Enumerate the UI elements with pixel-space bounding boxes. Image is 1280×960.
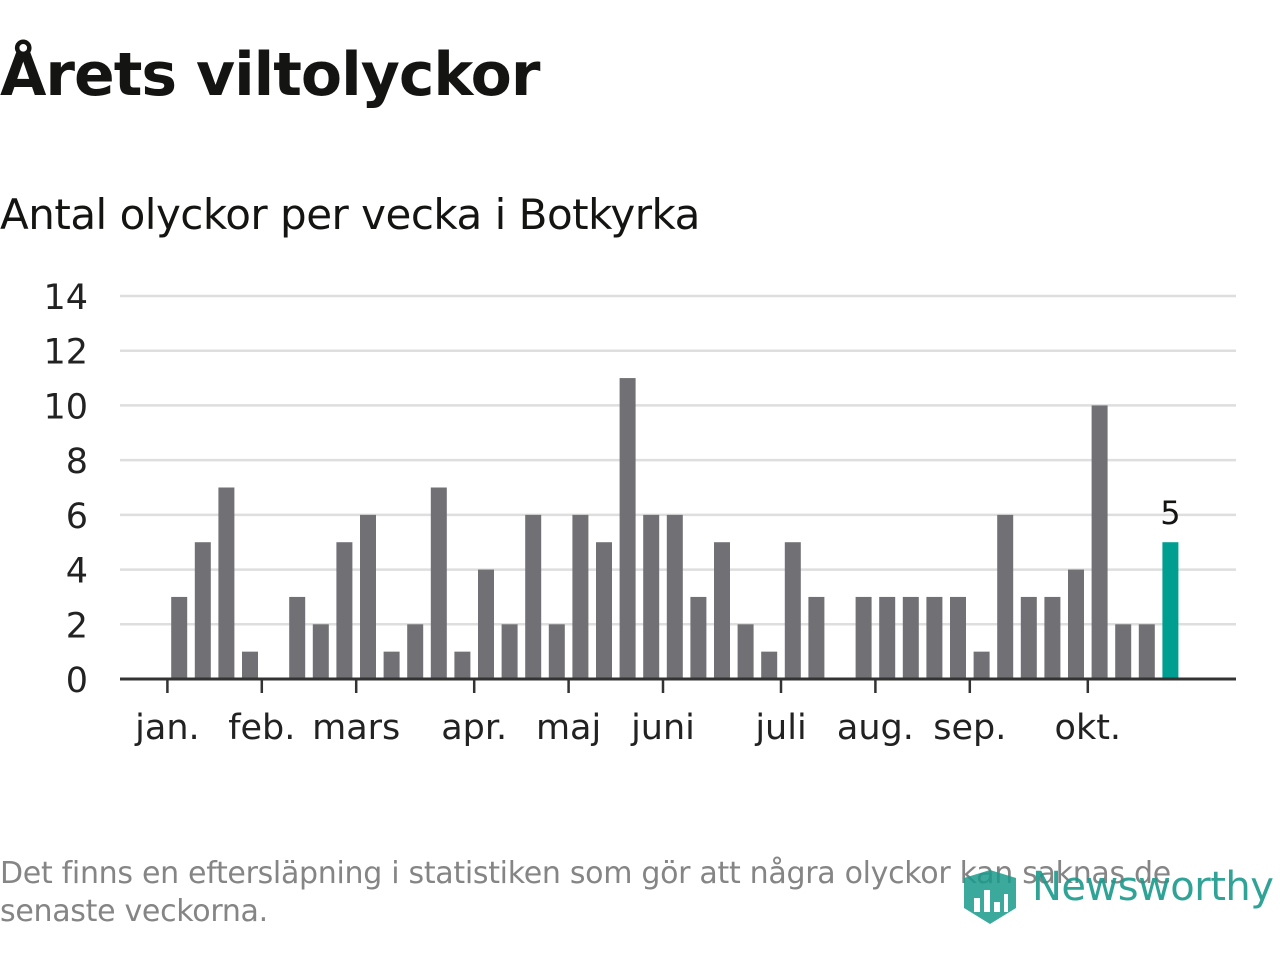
y-tick-label: 2 <box>66 606 88 646</box>
x-tick-label: juni <box>630 708 695 748</box>
x-tick-label: aug. <box>837 708 914 748</box>
x-tick-label: jan. <box>134 708 199 748</box>
footnote: Det finns en eftersläpning i statistiken… <box>0 856 1171 929</box>
bar <box>902 596 919 679</box>
y-tick-label: 10 <box>43 387 88 427</box>
x-tick-label: okt. <box>1055 708 1122 748</box>
bar <box>360 514 376 679</box>
bar <box>572 514 589 679</box>
bar <box>1020 596 1037 679</box>
y-tick-label: 8 <box>66 442 88 482</box>
bar <box>548 624 565 679</box>
bars <box>171 378 1179 679</box>
bar <box>714 542 730 679</box>
x-tick-label: juli <box>754 708 806 748</box>
bar-chart: 0 2 4 6 8 10 12 14 jan. feb. mars apr. maj juni juli a… <box>43 278 1236 748</box>
bar-highlight <box>1162 542 1179 679</box>
bar <box>737 624 754 679</box>
bar <box>879 596 896 679</box>
bar <box>666 514 683 679</box>
x-axis-ticks: jan. feb. mars apr. maj juni juli aug. sep. okt. <box>134 679 1121 748</box>
bar <box>1138 624 1155 679</box>
bar <box>478 569 494 679</box>
newsworthy-logo-icon <box>964 870 1016 924</box>
bar <box>1091 405 1108 679</box>
bar <box>194 542 211 679</box>
bar <box>973 651 990 679</box>
bar <box>690 596 707 679</box>
bar <box>407 624 424 679</box>
x-tick-label: maj <box>536 708 601 748</box>
y-tick-label: 0 <box>66 661 88 701</box>
y-tick-label: 6 <box>66 497 88 537</box>
bar <box>383 651 400 679</box>
bar <box>336 542 353 679</box>
y-axis-ticks: 0 2 4 6 8 10 12 14 <box>43 278 88 701</box>
bar <box>218 487 235 679</box>
x-tick-label: mars <box>312 708 400 748</box>
bar <box>289 596 306 679</box>
bar <box>501 624 518 679</box>
bar <box>454 651 471 679</box>
bar <box>171 596 188 679</box>
bar <box>1068 569 1084 679</box>
y-tick-label: 14 <box>43 278 88 318</box>
data-label-highlight: 5 <box>1160 494 1180 532</box>
bar <box>926 596 943 679</box>
bar <box>312 624 329 679</box>
bar <box>525 514 542 679</box>
bar <box>808 596 825 679</box>
bar <box>242 651 258 679</box>
newsworthy-logo: Newsworthy <box>962 862 1280 930</box>
bar <box>619 378 636 679</box>
chart-subtitle: Antal olyckor per vecka i Botkyrka <box>0 190 700 239</box>
y-tick-label: 12 <box>43 333 88 373</box>
bar <box>643 514 660 679</box>
bar <box>855 596 872 679</box>
data-labels: 5 <box>1160 494 1180 532</box>
bar <box>596 542 612 679</box>
bar <box>430 487 447 679</box>
logo-text: Newsworthy <box>1032 864 1274 910</box>
chart-title: Årets viltolyckor <box>0 40 540 110</box>
bar <box>997 514 1014 679</box>
bar <box>761 651 778 679</box>
bar <box>1044 596 1061 679</box>
x-tick-label: feb. <box>228 708 295 748</box>
bar <box>1115 624 1132 679</box>
bar <box>784 542 801 679</box>
x-tick-label: apr. <box>441 708 507 748</box>
y-tick-label: 4 <box>66 552 88 592</box>
bar <box>950 596 966 679</box>
x-tick-label: sep. <box>933 708 1006 748</box>
